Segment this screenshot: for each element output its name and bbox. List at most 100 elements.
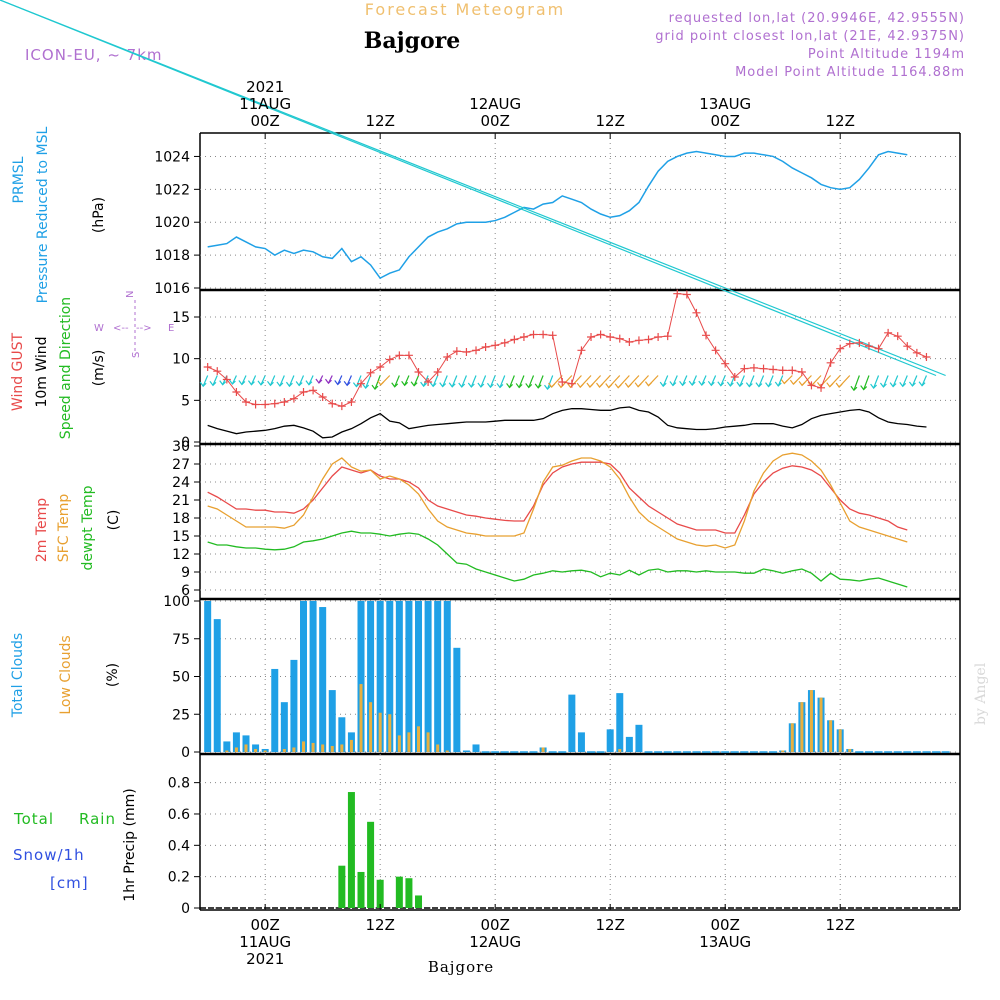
- gust-marker: [884, 328, 893, 337]
- total-clouds-label: Total Clouds: [10, 633, 26, 718]
- total-cloud-bar: [204, 601, 212, 752]
- wind-arrow: [432, 375, 439, 387]
- low-cloud-bar: [388, 714, 392, 752]
- top-time-label: 12AUG: [469, 95, 521, 113]
- model-point-altitude: Model Point Altitude 1164.88m: [735, 65, 965, 80]
- total-cloud-bar: [242, 735, 250, 752]
- y-tick-label: 0: [181, 901, 190, 917]
- top-time-label: 12Z: [596, 112, 625, 130]
- wind-arrow: [509, 375, 515, 388]
- precip-cm-label: [cm]: [50, 874, 89, 892]
- wind-arrow: [873, 375, 880, 389]
- wind-arrow-head: [371, 384, 379, 391]
- gust-marker: [299, 388, 308, 396]
- wind-arrow: [365, 375, 372, 389]
- total-cloud-bar: [271, 668, 279, 752]
- total-cloud-bar: [300, 601, 308, 752]
- top-time-label: 00Z: [250, 112, 279, 130]
- wind-arrow: [518, 375, 525, 388]
- total-cloud-bar: [338, 717, 346, 752]
- bottom-time-label: 12Z: [365, 916, 394, 934]
- wind-arrow-head: [458, 382, 466, 388]
- clouds-unit: (%): [105, 663, 121, 687]
- wind-arrow-head: [247, 380, 255, 386]
- wind-arrow-head: [850, 385, 858, 392]
- gust-marker: [634, 336, 643, 345]
- wind-speed-dir-label: Speed and Direction: [58, 297, 74, 439]
- total-cloud-bar: [606, 729, 614, 752]
- rain-bar: [395, 876, 403, 908]
- gust-marker: [826, 358, 835, 367]
- gust-marker: [711, 346, 720, 355]
- precip-unit: 1hr Precip (mm): [122, 788, 138, 901]
- wind-arrow: [212, 375, 218, 386]
- total-cloud-bar: [232, 732, 240, 752]
- low-cloud-bar: [417, 726, 421, 752]
- wind-arrow-head: [780, 379, 788, 385]
- y-tick-label: 1016: [154, 281, 190, 297]
- y-tick-label: 0.8: [168, 776, 190, 792]
- wind-arrow: [423, 375, 429, 387]
- wind-arrow: [394, 375, 400, 388]
- gust-marker: [433, 368, 442, 376]
- location-title: Bajgore: [364, 28, 460, 54]
- wind-arrow-head: [576, 382, 584, 389]
- gust-marker: [519, 333, 528, 341]
- wind-arrow-head: [266, 380, 274, 387]
- gust-marker: [749, 363, 758, 372]
- gust-marker: [673, 289, 682, 298]
- y-tick-label: 12: [172, 547, 190, 563]
- low-cloud-bar: [254, 748, 258, 752]
- gust-marker: [864, 342, 873, 351]
- wind-arrow-head: [548, 382, 556, 388]
- low-cloud-bar: [800, 702, 804, 752]
- wind-arrow: [892, 375, 899, 387]
- wind-arrow-head: [614, 383, 622, 389]
- top-time-label: 13AUG: [699, 95, 751, 113]
- compass-arrow-right: -->: [136, 323, 152, 334]
- wind-arrow-head: [199, 381, 207, 388]
- wind-compass: W <-- --> E N S: [94, 291, 174, 358]
- wind-arrow: [767, 375, 774, 387]
- wind-arrow: [442, 375, 448, 387]
- gust-marker: [366, 368, 375, 377]
- wind-arrow-head: [745, 382, 753, 388]
- wind-arrow-head: [826, 382, 834, 388]
- gust-marker: [242, 398, 251, 406]
- gust-marker: [759, 364, 768, 373]
- wind-arrow-head: [860, 385, 868, 391]
- gust-marker: [318, 393, 327, 401]
- wind-arrow: [298, 375, 305, 386]
- gust-marker: [615, 334, 624, 343]
- wind-arrow: [528, 375, 535, 388]
- y-tick-label: 100: [163, 594, 190, 610]
- wind-arrow: [777, 375, 784, 387]
- low-cloud-bar: [330, 745, 334, 752]
- wind-arrow-head: [707, 380, 715, 387]
- precip-rain-label: Rain: [79, 810, 116, 828]
- wind-arrow: [489, 375, 496, 388]
- gust-marker: [682, 290, 691, 299]
- y-tick-label: 27: [172, 457, 190, 473]
- gust-marker: [644, 335, 653, 344]
- wind-arrow-head: [596, 382, 603, 388]
- wind-arrow-head: [515, 383, 523, 389]
- total-cloud-bar: [616, 693, 624, 752]
- wind-arrow-head: [918, 381, 926, 387]
- grid-point-coords: grid point closest lon,lat (21E, 42.9375…: [655, 29, 965, 44]
- low-cloud-bar: [282, 748, 286, 752]
- low-cloud-bar: [321, 744, 325, 752]
- wind-arrow: [499, 375, 506, 388]
- total-cloud-bar: [443, 601, 451, 752]
- gust-marker: [558, 378, 567, 386]
- wind-arrow-head: [765, 382, 772, 388]
- low-cloud-bar: [340, 744, 344, 752]
- wind-arrow-head: [659, 381, 667, 388]
- gust-marker: [491, 341, 500, 350]
- low-cloud-bar: [378, 712, 382, 752]
- wind-arrow-head: [429, 382, 437, 388]
- wind-10m-label: 10m Wind: [34, 336, 50, 407]
- temp-2m-label: 2m Temp: [34, 498, 50, 562]
- low-cloud-bar: [369, 702, 373, 752]
- y-tick-label: 15: [172, 310, 190, 326]
